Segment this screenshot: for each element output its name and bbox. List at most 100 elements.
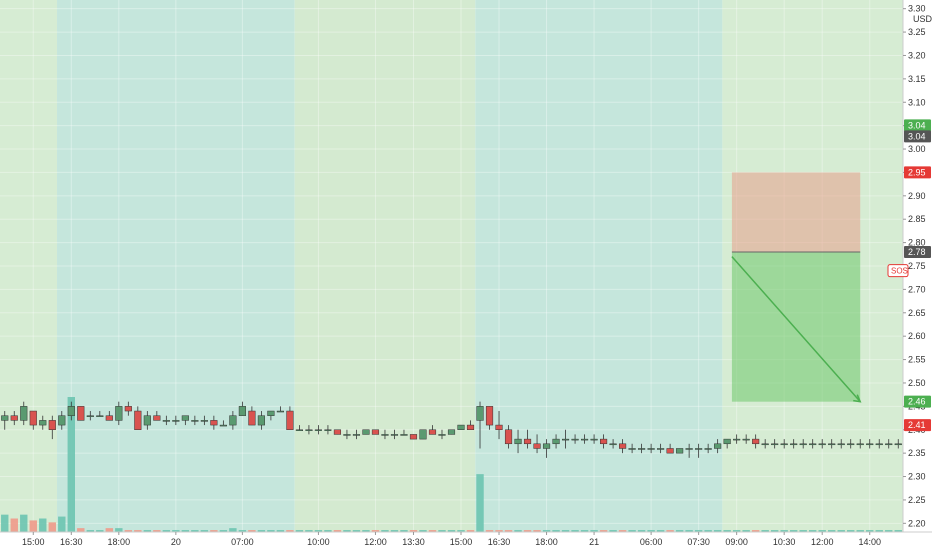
- candle-body[interactable]: [295, 429, 303, 431]
- candle-body[interactable]: [647, 448, 655, 450]
- candle-body[interactable]: [400, 434, 408, 436]
- candle-body[interactable]: [695, 448, 703, 450]
- candle-body[interactable]: [390, 434, 399, 436]
- candle-body[interactable]: [809, 443, 817, 446]
- candle-body[interactable]: [362, 429, 370, 435]
- volume-bar: [419, 530, 427, 532]
- candle-body[interactable]: [143, 415, 151, 426]
- candle-body[interactable]: [447, 429, 456, 435]
- candle-body[interactable]: [847, 443, 855, 446]
- candle-body[interactable]: [457, 424, 465, 431]
- candle-body[interactable]: [685, 448, 693, 450]
- candle-body[interactable]: [476, 406, 484, 421]
- candle-body[interactable]: [676, 448, 684, 454]
- candle-body[interactable]: [428, 429, 437, 435]
- candle-body[interactable]: [276, 410, 284, 413]
- candle-body[interactable]: [419, 429, 427, 440]
- candle-body[interactable]: [818, 443, 826, 446]
- candle-body[interactable]: [666, 448, 674, 454]
- candle-body[interactable]: [134, 410, 142, 430]
- candle-body[interactable]: [638, 448, 646, 450]
- volume-bar: [248, 530, 256, 532]
- candle-body[interactable]: [20, 406, 28, 421]
- candle-body[interactable]: [1, 415, 9, 421]
- candle-body[interactable]: [885, 443, 893, 446]
- candle-body[interactable]: [561, 438, 570, 441]
- candle-body[interactable]: [837, 443, 845, 446]
- candle-body[interactable]: [238, 406, 246, 416]
- candle-body[interactable]: [343, 434, 351, 436]
- candle-body[interactable]: [124, 406, 132, 412]
- candle-body[interactable]: [352, 434, 361, 436]
- candle-body[interactable]: [58, 415, 66, 426]
- candle-body[interactable]: [742, 438, 750, 441]
- candle-body[interactable]: [466, 424, 475, 431]
- candle-body[interactable]: [96, 415, 104, 417]
- candle-body[interactable]: [381, 434, 389, 436]
- candle-body[interactable]: [229, 415, 237, 426]
- candle-body[interactable]: [533, 443, 541, 449]
- candle-body[interactable]: [86, 415, 94, 417]
- candle-body[interactable]: [523, 438, 532, 445]
- candle-body[interactable]: [219, 424, 227, 427]
- candle-body[interactable]: [733, 438, 741, 441]
- candle-body[interactable]: [115, 406, 123, 421]
- candle-body[interactable]: [790, 443, 798, 446]
- candle-body[interactable]: [875, 443, 883, 446]
- candle-body[interactable]: [894, 443, 902, 446]
- y-tick-label: 2.50: [908, 378, 926, 388]
- candle-body[interactable]: [856, 443, 864, 446]
- candle-body[interactable]: [542, 443, 551, 449]
- candle-body[interactable]: [29, 410, 37, 426]
- candle-body[interactable]: [305, 429, 313, 431]
- candle-body[interactable]: [371, 429, 380, 435]
- candle-body[interactable]: [409, 434, 418, 440]
- candle-body[interactable]: [181, 415, 189, 421]
- candle-body[interactable]: [172, 420, 180, 422]
- candle-body[interactable]: [210, 420, 218, 426]
- candle-body[interactable]: [324, 429, 332, 431]
- candle-body[interactable]: [495, 424, 503, 431]
- candle-body[interactable]: [628, 448, 636, 450]
- candle-body[interactable]: [267, 410, 275, 416]
- candle-body[interactable]: [657, 448, 665, 450]
- candle-body[interactable]: [600, 438, 608, 445]
- candle-body[interactable]: [162, 420, 170, 422]
- candle-body[interactable]: [580, 438, 589, 441]
- candle-body[interactable]: [828, 443, 836, 446]
- candle-body[interactable]: [504, 429, 513, 445]
- candle-body[interactable]: [10, 415, 18, 421]
- candle-body[interactable]: [67, 406, 75, 416]
- candle-body[interactable]: [485, 406, 494, 426]
- candle-body[interactable]: [771, 443, 779, 446]
- candle-body[interactable]: [609, 443, 617, 446]
- volume-bar: [789, 530, 798, 532]
- candle-body[interactable]: [799, 443, 807, 446]
- candle-body[interactable]: [314, 429, 323, 431]
- candle-body[interactable]: [514, 438, 522, 445]
- candle-body[interactable]: [257, 415, 265, 426]
- candle-body[interactable]: [723, 438, 731, 445]
- candle-body[interactable]: [39, 420, 47, 426]
- candle-body[interactable]: [333, 429, 342, 435]
- candle-body[interactable]: [191, 420, 199, 422]
- candle-body[interactable]: [590, 438, 598, 441]
- candle-body[interactable]: [752, 438, 760, 445]
- candle-body[interactable]: [866, 443, 874, 446]
- candle-body[interactable]: [552, 438, 560, 445]
- candle-body[interactable]: [286, 410, 294, 430]
- candle-body[interactable]: [780, 443, 788, 446]
- candle-body[interactable]: [105, 415, 113, 421]
- candle-body[interactable]: [200, 420, 208, 422]
- candle-body[interactable]: [77, 406, 85, 421]
- candle-body[interactable]: [714, 443, 722, 449]
- candle-body[interactable]: [153, 415, 161, 421]
- candle-body[interactable]: [248, 410, 256, 426]
- candle-body[interactable]: [761, 443, 769, 446]
- candle-body[interactable]: [438, 434, 446, 436]
- candle-body[interactable]: [48, 420, 56, 430]
- candle-body[interactable]: [704, 448, 712, 450]
- candle-body[interactable]: [571, 438, 579, 441]
- candle-body[interactable]: [619, 443, 627, 449]
